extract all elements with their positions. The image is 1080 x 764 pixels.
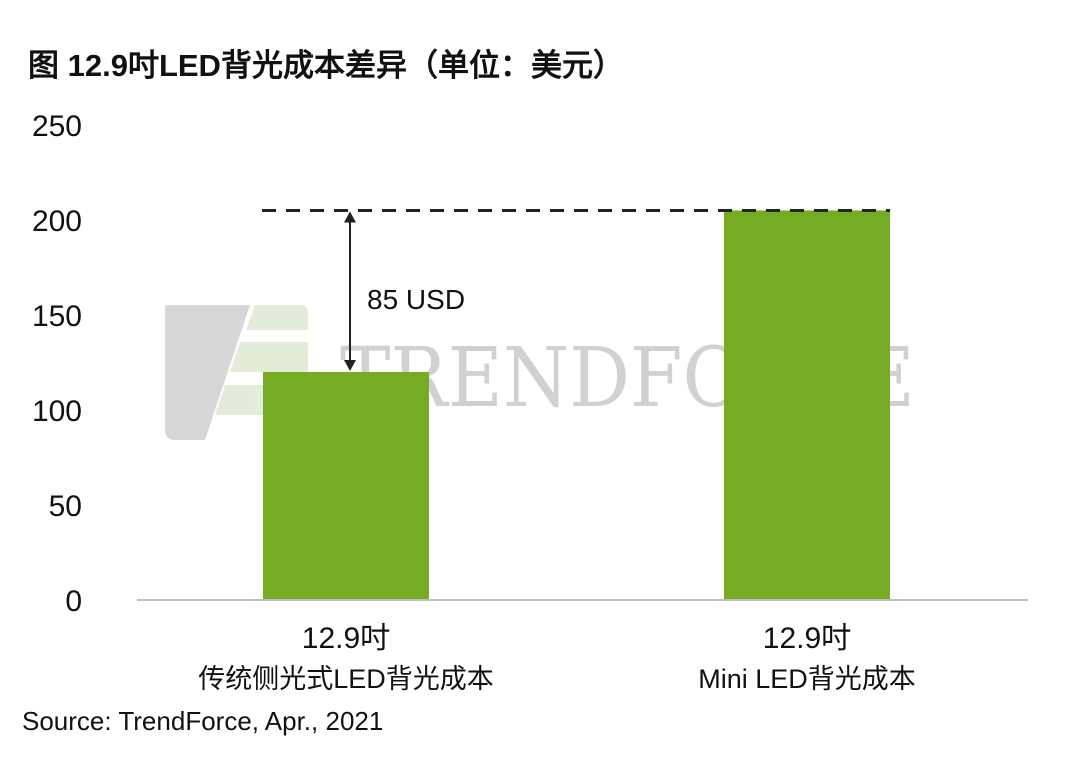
difference-label: 85 USD (367, 284, 465, 315)
source-note: Source: TrendForce, Apr., 2021 (22, 706, 384, 736)
bar (263, 372, 429, 600)
x-category-label: 12.9吋 (763, 622, 851, 655)
y-tick-label: 100 (32, 395, 82, 428)
arrow-head-down (344, 360, 356, 371)
y-axis: 0 50 100 150 200 250 (32, 110, 82, 618)
y-tick-label: 250 (32, 110, 82, 143)
y-tick-label: 200 (32, 205, 82, 238)
y-tick-label: 50 (49, 490, 82, 523)
x-category-label: 12.9吋 (302, 622, 390, 655)
y-tick-label: 0 (65, 585, 82, 618)
difference-annotation: 85 USD (262, 209, 890, 371)
y-tick-label: 150 (32, 300, 82, 333)
x-category-sublabel: 传统侧光式LED背光成本 (198, 664, 494, 694)
x-category-sublabel: Mini LED背光成本 (698, 664, 916, 694)
bar (724, 210, 890, 600)
bars (263, 210, 890, 600)
chart-title: 图 12.9吋LED背光成本差异（单位：美元） (28, 48, 624, 83)
arrow-head-up (344, 211, 356, 223)
